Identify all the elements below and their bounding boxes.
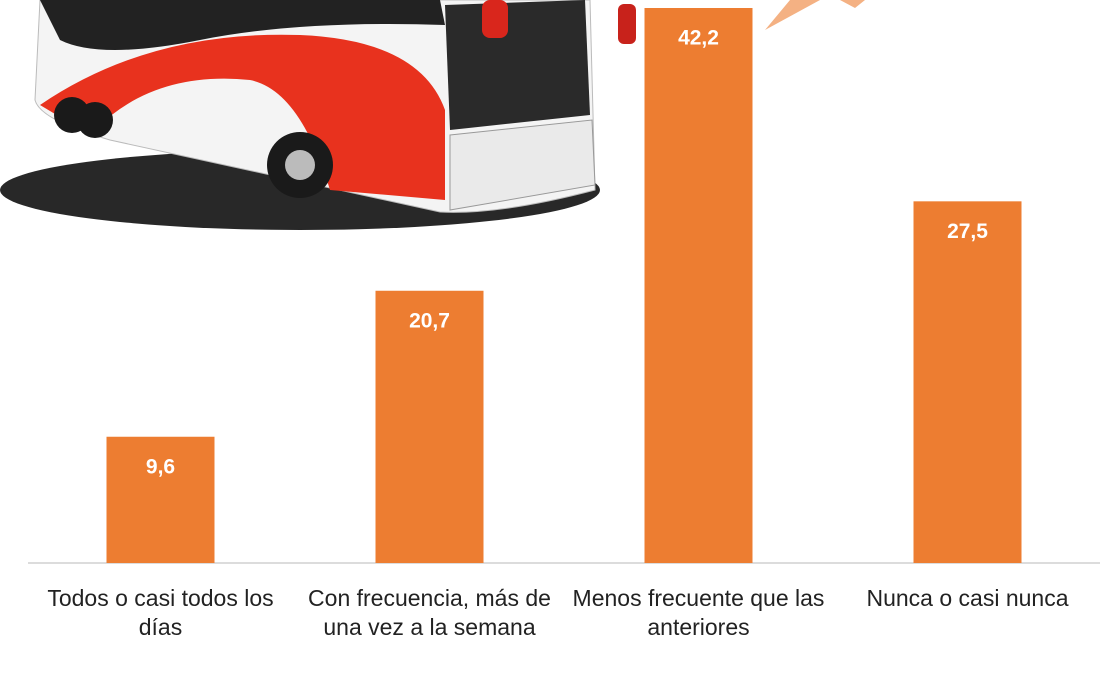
value-label: 9,6 [146, 455, 175, 478]
bar [913, 201, 1022, 563]
bar [644, 8, 753, 563]
category-label: Todos o casi todos los días [47, 585, 274, 640]
category-label: Con frecuencia, más de una vez a la sema… [308, 585, 551, 640]
value-label: 20,7 [409, 309, 450, 332]
category-label: Menos frecuente que las anteriores [572, 585, 825, 640]
bar [375, 290, 484, 563]
bus-illustration [0, 0, 636, 230]
category-label: Nunca o casi nunca [866, 585, 1069, 611]
bar [106, 436, 215, 563]
decorative-arrow [765, 0, 865, 30]
value-label: 42,2 [678, 27, 719, 50]
value-label: 27,5 [947, 220, 988, 243]
